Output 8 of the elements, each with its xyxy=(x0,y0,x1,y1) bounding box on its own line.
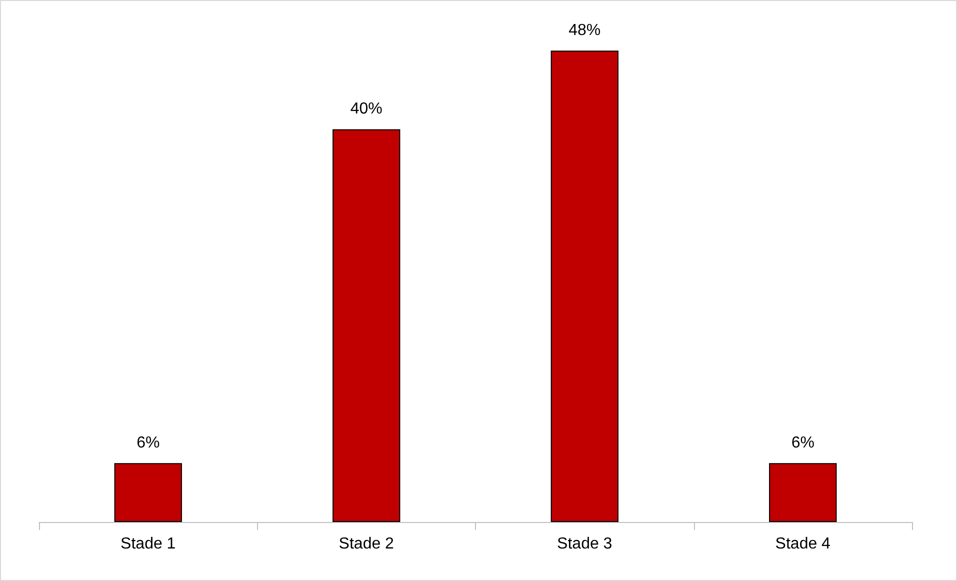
x-tick-label: Stade 4 xyxy=(775,536,831,552)
x-tick-label: Stade 2 xyxy=(338,536,394,552)
data-label: 40% xyxy=(350,100,382,118)
data-label: 6% xyxy=(136,434,160,452)
data-label: 6% xyxy=(791,434,814,452)
x-tick-label: Stade 3 xyxy=(557,536,612,552)
data-label: 48% xyxy=(568,22,601,40)
x-tick-label: Stade 1 xyxy=(120,536,176,552)
